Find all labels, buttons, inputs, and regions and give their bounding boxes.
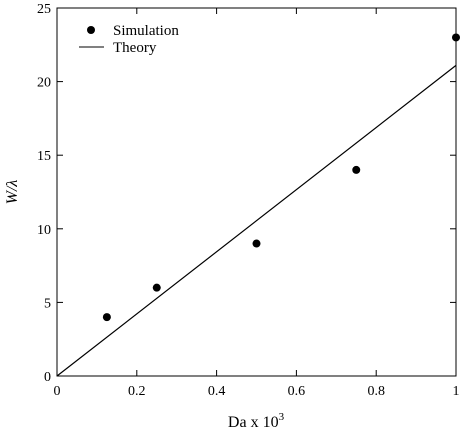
x-axis-label-text: Da x 10 xyxy=(228,414,279,431)
x-axis-label: Da x 103 xyxy=(228,411,285,431)
x-tick-label: 0.6 xyxy=(288,384,306,399)
y-tick-label: 20 xyxy=(37,76,51,91)
x-axis-label-superscript: 3 xyxy=(279,411,285,423)
legend-theory-label: Theory xyxy=(113,40,157,56)
y-tick-label: 15 xyxy=(37,149,51,164)
simulation-point xyxy=(252,239,261,248)
simulation-point xyxy=(152,283,161,292)
y-tick-label: 5 xyxy=(44,296,51,311)
series-layer xyxy=(56,33,460,377)
simulation-point xyxy=(352,165,361,174)
x-tick-label: 1 xyxy=(453,384,460,399)
y-axis-label: W/λ xyxy=(4,180,21,205)
legend: Simulation Theory xyxy=(79,23,179,56)
theory-line xyxy=(56,64,457,377)
legend-simulation-label: Simulation xyxy=(113,23,179,39)
plot-frame xyxy=(56,7,457,377)
simulation-point xyxy=(452,33,460,42)
x-tick-label: 0.8 xyxy=(367,384,385,399)
y-tick-label: 25 xyxy=(37,2,51,17)
y-tick-label: 10 xyxy=(37,223,51,238)
y-tick-labels: 0 5 10 15 20 25 xyxy=(37,2,51,385)
y-tick-label: 0 xyxy=(44,370,51,385)
x-tick-label: 0.2 xyxy=(128,384,146,399)
simulation-point xyxy=(102,313,111,322)
legend-simulation-marker xyxy=(87,26,95,34)
x-tick-labels: 0 0.2 0.4 0.6 0.8 1 xyxy=(54,384,460,399)
x-tick-label: 0 xyxy=(54,384,61,399)
x-tick-label: 0.4 xyxy=(208,384,226,399)
axis-ticks xyxy=(56,7,457,377)
